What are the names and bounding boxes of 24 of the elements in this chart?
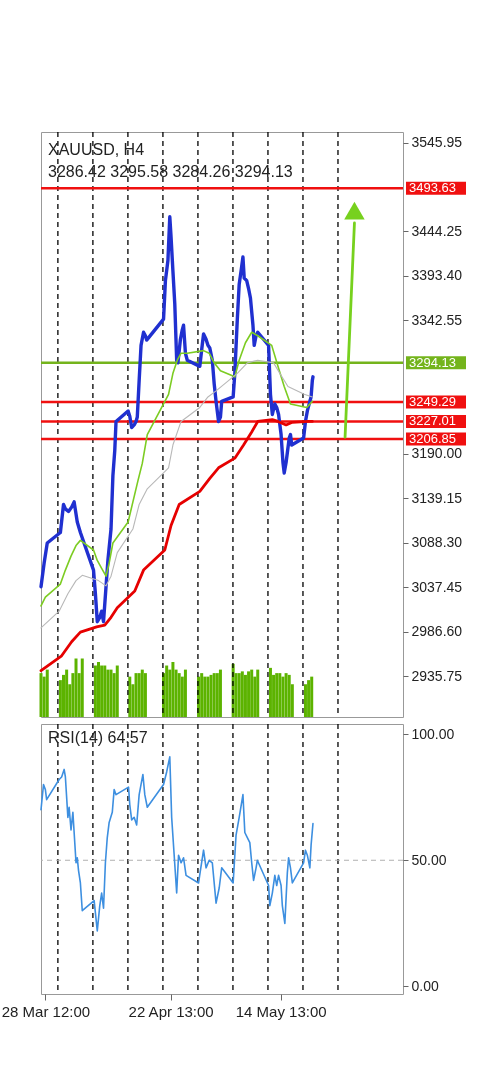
y-tick-label: 2986.60: [411, 623, 463, 640]
y-tick-label: 3444.25: [411, 222, 463, 239]
ref-line-label: 3227.01: [409, 413, 456, 429]
y-tick-label: 3545.95: [411, 134, 463, 151]
y-tick-label: 50.00: [411, 851, 447, 868]
y-tick-label: 3393.40: [411, 267, 463, 284]
y-tick-label: 3088.30: [411, 534, 463, 551]
ref-line-label: 3493.63: [409, 180, 456, 196]
y-tick-label: 2935.75: [411, 667, 463, 684]
y-tick-label: 0.00: [411, 977, 439, 994]
ref-line-label: 3206.85: [409, 431, 456, 447]
x-tick-label: 14 May 13:00: [235, 1002, 327, 1020]
x-tick-label: 28 Mar 12:00: [1, 1002, 91, 1020]
y-tick-label: 3139.15: [411, 489, 463, 506]
y-tick-label: 3190.00: [411, 445, 463, 462]
text: 3286.42 3295.58 3284.26 3294.13: [48, 163, 293, 180]
ref-line-label: 3249.29: [409, 393, 456, 409]
y-tick-label: 3037.45: [411, 578, 463, 595]
text: XAUUSD, H4: [48, 141, 145, 158]
x-tick-label: 22 Apr 13:00: [128, 1002, 214, 1020]
y-tick-label: 100.00: [411, 725, 455, 742]
chart-title: RSI(14) 64.57: [48, 729, 148, 746]
y-tick-label: 3342.55: [411, 311, 463, 328]
ref-line-label: 3294.13: [409, 354, 456, 370]
